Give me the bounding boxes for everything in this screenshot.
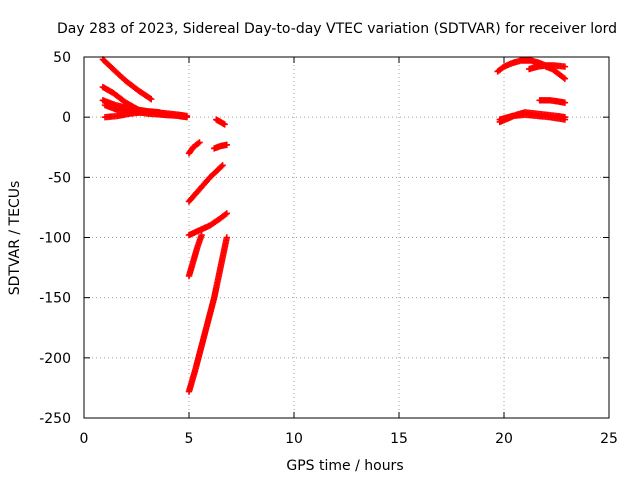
- data-point: [221, 121, 228, 128]
- data-point: [198, 231, 205, 239]
- y-tick-label: -50: [48, 170, 71, 186]
- data-point: [561, 99, 569, 106]
- x-tick-label: 5: [185, 431, 194, 447]
- chart-title: Day 283 of 2023, Sidereal Day-to-day VTE…: [57, 21, 617, 37]
- data-points: [99, 56, 569, 395]
- data-point: [183, 112, 191, 120]
- y-tick-label: -250: [39, 411, 71, 427]
- series-track: [185, 139, 203, 157]
- y-tick-label: -150: [39, 291, 71, 307]
- y-axis-label: SDTVAR / TECUs: [7, 181, 23, 296]
- axis-ticks: [83, 56, 610, 419]
- series-track: [496, 111, 569, 123]
- data-point: [223, 234, 230, 241]
- y-tick-label: 50: [53, 50, 71, 66]
- y-tick-label: -200: [39, 351, 71, 367]
- x-axis-label: GPS time / hours: [286, 458, 403, 474]
- series-track: [101, 109, 191, 121]
- x-tick-label: 0: [80, 431, 89, 447]
- x-tick-label: 15: [390, 431, 408, 447]
- series-track: [185, 210, 230, 239]
- data-point: [219, 162, 226, 169]
- data-point: [146, 95, 154, 102]
- data-point: [561, 75, 569, 82]
- data-point: [561, 63, 569, 70]
- data-point: [195, 140, 202, 147]
- series-track: [213, 116, 228, 128]
- series-track: [536, 97, 569, 106]
- x-tick-label: 10: [285, 431, 303, 447]
- tick-labels: 0 5 10 15 20 25 -250 -200 -150 -100 -50 0 50: [39, 50, 618, 447]
- data-point: [218, 163, 225, 170]
- series-track: [185, 231, 205, 280]
- data-point: [561, 116, 569, 123]
- data-point: [560, 74, 567, 81]
- x-tick-label: 25: [600, 431, 618, 447]
- y-tick-label: 0: [62, 110, 71, 126]
- x-tick-label: 20: [495, 431, 513, 447]
- data-point: [196, 139, 203, 146]
- series-track: [542, 63, 569, 82]
- series-track: [185, 162, 226, 205]
- data-point: [148, 95, 155, 103]
- series-track: [99, 56, 155, 103]
- data-point: [223, 210, 230, 217]
- y-tick-label: -100: [39, 231, 71, 247]
- data-point: [222, 211, 229, 218]
- data-point: [223, 141, 230, 149]
- series-track: [185, 234, 230, 395]
- series-track: [211, 141, 230, 152]
